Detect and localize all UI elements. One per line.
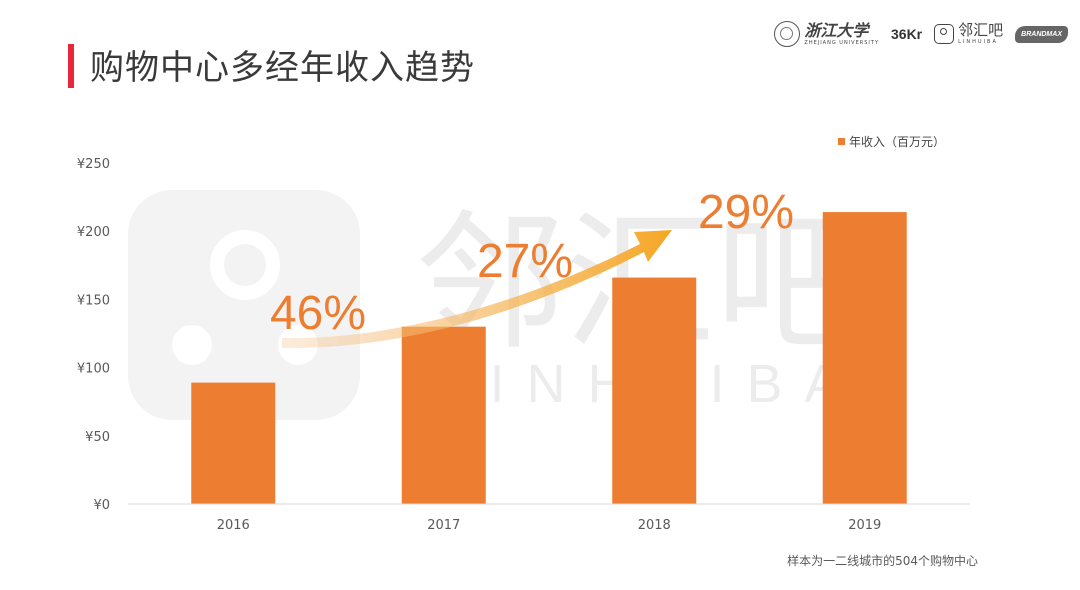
- linhuiba-logo-sub: LINHUIBA: [958, 39, 998, 45]
- y-tick-label: ¥250: [77, 157, 110, 172]
- partner-logos: 浙江大学 ZHEJIANG UNIVERSITY 36Kr 邻汇吧 LINHUI…: [774, 18, 1068, 50]
- linhuiba-logo: 邻汇吧 LINHUIBA: [934, 23, 1003, 45]
- x-axis: 2016 2017 2018 2019: [217, 518, 882, 533]
- y-axis: ¥0 ¥50 ¥100 ¥150 ¥200 ¥250: [77, 157, 110, 513]
- legend-label: 年收入（百万元）: [849, 135, 946, 149]
- y-tick-label: ¥0: [93, 498, 110, 513]
- bars: [191, 212, 907, 504]
- growth-label-2018: 27%: [477, 235, 573, 288]
- zju-logo-sub: ZHEJIANG UNIVERSITY: [804, 39, 879, 46]
- y-tick-label: ¥150: [77, 293, 110, 308]
- x-tick-label-2019: 2019: [848, 518, 881, 533]
- page-title: 购物中心多经年收入趋势: [90, 48, 475, 88]
- x-tick-label-2016: 2016: [217, 518, 250, 533]
- legend-swatch: [838, 138, 845, 145]
- watermark-circle-left: [172, 325, 212, 365]
- chart-legend: 年收入（百万元）: [838, 133, 945, 150]
- zju-logo-name: 浙江大学: [804, 20, 869, 40]
- 36kr-logo: 36Kr: [891, 26, 923, 42]
- bar-2019: [822, 212, 907, 504]
- y-tick-label: ¥50: [85, 430, 110, 445]
- x-tick-label-2017: 2017: [427, 518, 460, 533]
- bar-2018: [612, 277, 697, 504]
- zju-seal-icon: [774, 21, 801, 47]
- linhuiba-logo-name: 邻汇吧: [958, 21, 1004, 39]
- y-tick-label: ¥200: [77, 225, 110, 240]
- growth-label-2019: 29%: [698, 186, 794, 239]
- watermark-circle-top: [210, 230, 280, 300]
- y-tick-label: ¥100: [77, 362, 110, 377]
- bar-2016: [191, 382, 276, 504]
- title-accent-bar: [68, 44, 74, 88]
- x-tick-label-2018: 2018: [638, 518, 671, 533]
- bar-2017: [401, 326, 486, 504]
- sample-footnote: 样本为一二线城市的504个购物中心: [787, 554, 978, 568]
- growth-label-2017: 46%: [270, 287, 366, 340]
- zju-logo: 浙江大学 ZHEJIANG UNIVERSITY: [774, 21, 879, 47]
- linhuiba-mark-icon: [934, 24, 955, 44]
- brandmax-logo: BRANDMAX: [1015, 25, 1068, 43]
